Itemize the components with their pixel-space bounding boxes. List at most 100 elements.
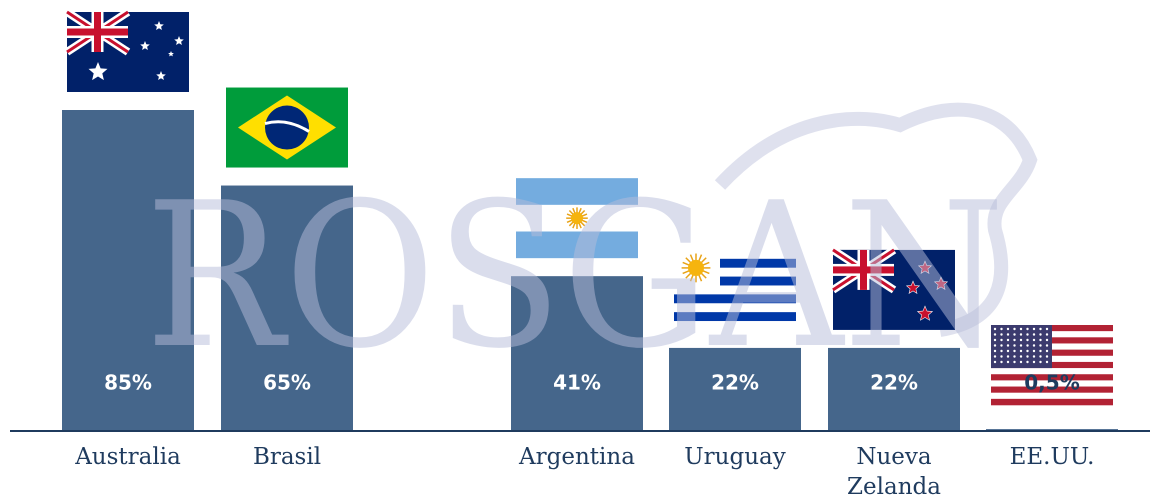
flag (674, 249, 796, 330)
flag-star (993, 338, 997, 342)
flag-star (1026, 338, 1029, 342)
value-label: 65% (263, 371, 311, 395)
flag-star (1032, 338, 1036, 342)
flag-star (1045, 355, 1049, 358)
flag-star (168, 51, 174, 57)
flag (516, 178, 638, 259)
flag-stripe (516, 231, 638, 259)
flag-star (1000, 327, 1003, 331)
flag-sun (688, 259, 704, 276)
flag-star (1013, 333, 1016, 336)
bar (828, 347, 960, 431)
flag-star (1026, 327, 1029, 331)
flag-star (1019, 349, 1023, 353)
x-tick-label: Argentina (519, 444, 635, 470)
flag-star (156, 71, 166, 80)
flag-star (140, 41, 150, 50)
flag-star (993, 355, 997, 358)
flag (64, 8, 189, 92)
value-label: 0,5% (1024, 371, 1079, 395)
flag-star (1000, 360, 1003, 364)
flag-star (1019, 338, 1023, 342)
flag-stripe (991, 368, 1113, 375)
flag-stripe (720, 276, 796, 286)
flag-star (1013, 338, 1016, 342)
value-label: 22% (870, 371, 918, 395)
flag-band (264, 120, 310, 133)
flag-star (1039, 327, 1042, 331)
flag-star (1032, 355, 1036, 358)
flag-star (1013, 360, 1016, 364)
flag-stripe (991, 374, 1113, 381)
x-tick-label: Uruguay (684, 444, 786, 470)
value-label: 22% (711, 371, 759, 395)
x-tick-label: Australia (75, 444, 181, 470)
flag-stripe (991, 380, 1113, 387)
flag-star (1039, 344, 1042, 347)
flag-stripe (991, 392, 1113, 400)
flag-star (1039, 360, 1042, 364)
flag-star (1013, 327, 1016, 331)
flag-star (1006, 349, 1010, 353)
flag-star (1045, 338, 1049, 342)
flag-star (993, 349, 997, 353)
flag-star (1006, 355, 1010, 358)
flag-globe (265, 105, 309, 150)
flag-star (907, 281, 919, 293)
flag-star (1032, 327, 1036, 331)
flag-sun (571, 212, 583, 225)
flag-star (1013, 344, 1016, 347)
flag-star (1019, 333, 1023, 336)
flag-star (935, 277, 947, 289)
x-tick-label: Brasil (252, 444, 322, 470)
flag-stripe (674, 312, 796, 322)
watermark-shape (714, 102, 1038, 337)
bar (669, 347, 801, 431)
flag (226, 87, 348, 168)
flag-star (1032, 344, 1036, 347)
flag-star (1019, 327, 1023, 331)
flag-star (1000, 344, 1003, 347)
flag-star (1032, 360, 1036, 364)
flag-stripe (991, 386, 1113, 393)
flag-star (1006, 327, 1010, 331)
flag-star (88, 62, 108, 81)
flag-star (1026, 349, 1029, 353)
flag-star (1019, 344, 1023, 347)
bar (221, 185, 353, 431)
flag-star (1006, 360, 1010, 364)
flag-stripe (516, 178, 638, 205)
flag-stripe (674, 294, 796, 304)
flag-star (154, 21, 164, 30)
flag-star (1032, 349, 1036, 353)
flag-star (1026, 360, 1029, 364)
flag-star (1045, 333, 1049, 336)
flag-star (993, 360, 997, 364)
flag-star (1039, 349, 1042, 353)
flag-star (1039, 355, 1042, 358)
flag-star (1039, 338, 1042, 342)
flag-stripe (833, 266, 894, 274)
value-label: 85% (104, 371, 152, 395)
bar (511, 276, 643, 431)
flag (830, 246, 955, 330)
flag-star (1000, 338, 1003, 342)
x-tick-label: EE.UU. (1009, 444, 1095, 470)
flag-star (1026, 355, 1029, 358)
flag-stripe (991, 398, 1113, 406)
flag-star (993, 333, 997, 336)
flag-star (1013, 349, 1016, 353)
flag-star (1000, 333, 1003, 336)
flag-star (1006, 344, 1010, 347)
flag-star (1000, 355, 1003, 358)
flag-star (1045, 344, 1049, 347)
flag-star (1045, 327, 1049, 331)
flag-star (919, 261, 931, 273)
flag-star (1045, 360, 1049, 364)
flag-star (1006, 333, 1010, 336)
flag-star (993, 327, 997, 331)
flag-star (918, 306, 932, 320)
flag-star (1045, 349, 1049, 353)
flag-star (1006, 338, 1010, 342)
